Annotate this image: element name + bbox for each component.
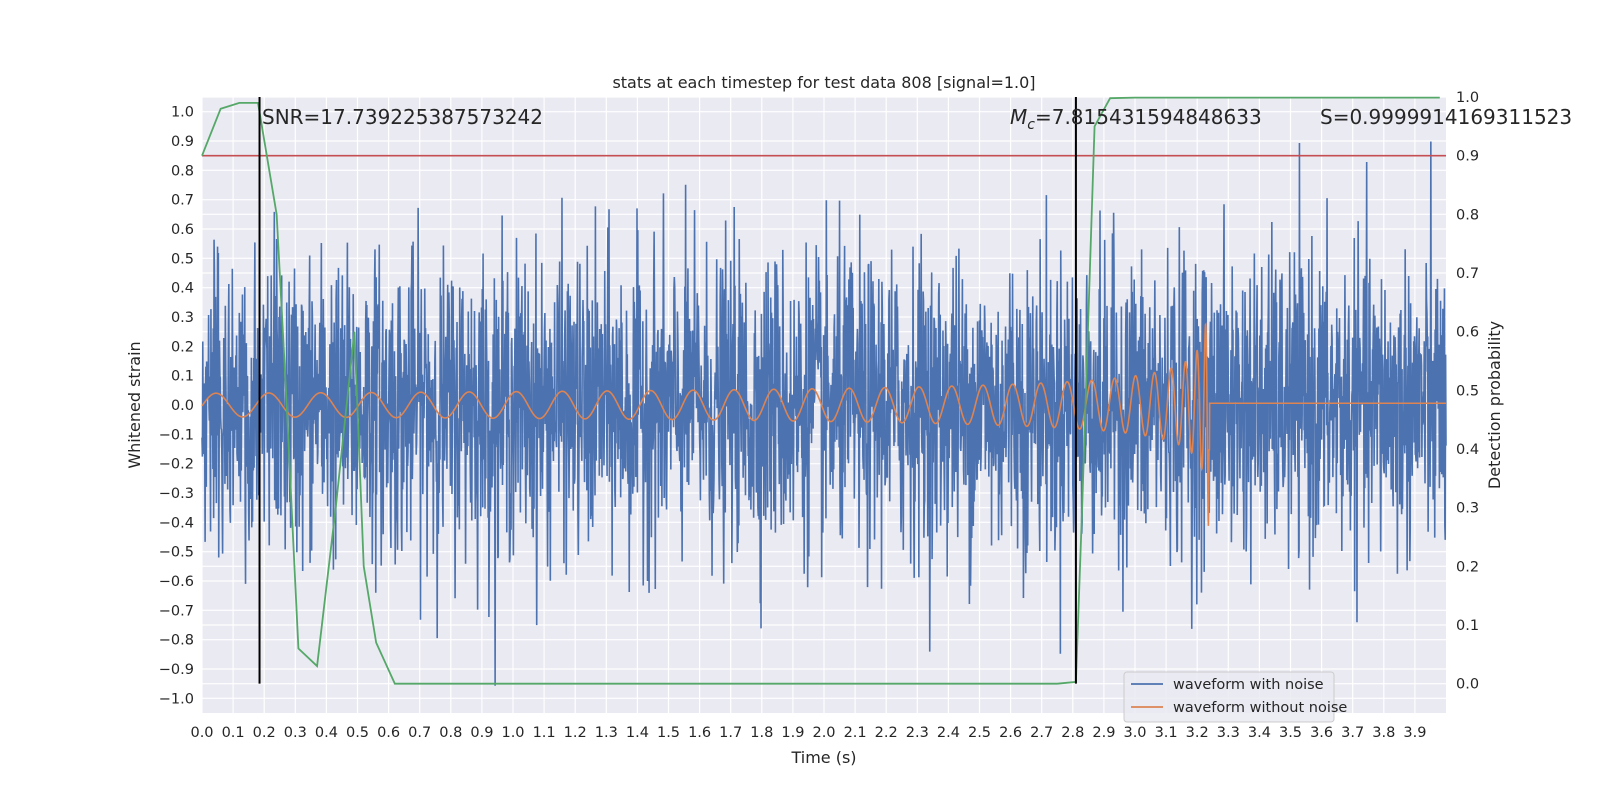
x-tick-label: 3.2 [1186,725,1209,741]
chart-title: stats at each timestep for test data 808… [612,73,1035,92]
y2-tick-label: 0.7 [1456,266,1479,282]
x-tick-label: 0.7 [408,725,431,741]
y2-tick-label: 0.9 [1456,149,1479,165]
y2-tick-label: 1.0 [1456,90,1479,106]
x-tick-label: 1.5 [657,725,680,741]
x-tick-label: 1.1 [533,725,556,741]
y-tick-label: 0.2 [171,339,194,355]
y-tick-label: −0.7 [159,603,194,619]
y-tick-label: 0.1 [171,369,194,385]
x-tick-label: 3.6 [1310,725,1333,741]
y-tick-label: −0.8 [159,633,194,649]
x-tick-label: 0.8 [439,725,462,741]
x-tick-label: 1.3 [595,725,618,741]
y-tick-label: 0.5 [171,251,194,267]
series-layer [201,96,1447,686]
x-tick-label: 1.0 [501,725,524,741]
y-tick-label: 0.8 [171,163,194,179]
x-tick-label: 0.1 [222,725,245,741]
x-tick-label: 3.3 [1217,725,1240,741]
x-tick-label: 3.0 [1123,725,1146,741]
y-tick-label: 0.9 [171,134,194,150]
x-tick-label: 1.4 [626,725,649,741]
x-tick-label: 1.6 [688,725,711,741]
y2-tick-label: 0.1 [1456,618,1479,634]
x-tick-label: 1.9 [781,725,804,741]
x-tick-label: 2.1 [844,725,867,741]
detection-probability-line [201,96,1440,685]
x-tick-label: 3.8 [1372,725,1395,741]
legend: waveform with noise waveform without noi… [1123,671,1347,723]
y-tick-label: 0.4 [171,281,194,297]
mc-annotation: Mc=7.815431594848633 [1010,105,1262,133]
x-axis-label: Time (s) [790,748,856,767]
y-tick-label: 1.0 [171,105,194,121]
x-tick-label: 2.6 [999,725,1022,741]
x-tick-label: 0.4 [315,725,338,741]
x-tick-label: 0.3 [284,725,307,741]
x-tick-label: 3.4 [1248,725,1271,741]
x-tick-label: 3.9 [1403,725,1426,741]
legend-label-clean: waveform without noise [1173,700,1347,716]
y-tick-label: −0.9 [159,662,194,678]
y-tick-label: −0.3 [159,486,194,502]
y2-tick-label: 0.8 [1456,207,1479,223]
x-tick-label: 0.0 [190,725,213,741]
y2-tick-label: 0.0 [1456,677,1479,693]
x-tick-label: 2.3 [906,725,929,741]
x-tick-label: 2.8 [1061,725,1084,741]
y2-tick-label: 0.5 [1456,383,1479,399]
x-tick-label: 2.7 [1030,725,1053,741]
x-tick-label: 1.8 [750,725,773,741]
s-annotation: S=0.9999914169311523 [1320,105,1572,129]
y2-tick-label: 0.3 [1456,501,1479,517]
y2-tick-label: 0.6 [1456,325,1479,341]
x-tick-label: 0.9 [470,725,493,741]
legend-label-noise: waveform with noise [1173,677,1324,693]
x-tick-label: 3.1 [1155,725,1178,741]
x-tick-label: 0.5 [346,725,369,741]
mc-symbol: M [1010,105,1027,129]
x-tick-label: 0.2 [253,725,276,741]
x-tick-label: 2.2 [875,725,898,741]
mc-subscript: c [1027,117,1035,133]
y-tick-label: −0.2 [159,457,194,473]
mc-value: =7.815431594848633 [1035,105,1262,129]
y-tick-label: −0.4 [159,515,194,531]
y2-axis-label: Detection probability [1485,321,1504,489]
y2-tick-label: 0.2 [1456,559,1479,575]
ticks-layer: 0.0 0.1 0.2 0.3 0.4 0.5 0.6 0.7 0.8 0.9 1.0 1.1 1.2 1… [159,90,1479,741]
y-tick-label: 0.6 [171,222,194,238]
x-tick-label: 2.4 [937,725,960,741]
x-tick-label: 0.6 [377,725,400,741]
y-tick-label: −1.0 [159,691,194,707]
x-tick-label: 1.2 [564,725,587,741]
y-tick-label: −0.5 [159,545,194,561]
snr-annotation: SNR=17.739225387573242 [262,105,543,129]
x-tick-label: 3.7 [1341,725,1364,741]
y-tick-label: 0.7 [171,193,194,209]
y2-tick-label: 0.4 [1456,442,1479,458]
y-tick-label: 0.3 [171,310,194,326]
x-tick-label: 1.7 [719,725,742,741]
x-tick-label: 3.5 [1279,725,1302,741]
clean-waveform-line [201,322,1446,526]
x-tick-label: 2.5 [968,725,991,741]
y-axis-label: Whitened strain [125,341,144,468]
y-tick-label: −0.6 [159,574,194,590]
legend-box [1123,671,1335,723]
x-tick-label: 2.9 [1092,725,1115,741]
y-tick-label: −0.1 [159,427,194,443]
x-tick-label: 2.0 [812,725,835,741]
y-tick-label: 0.0 [171,398,194,414]
